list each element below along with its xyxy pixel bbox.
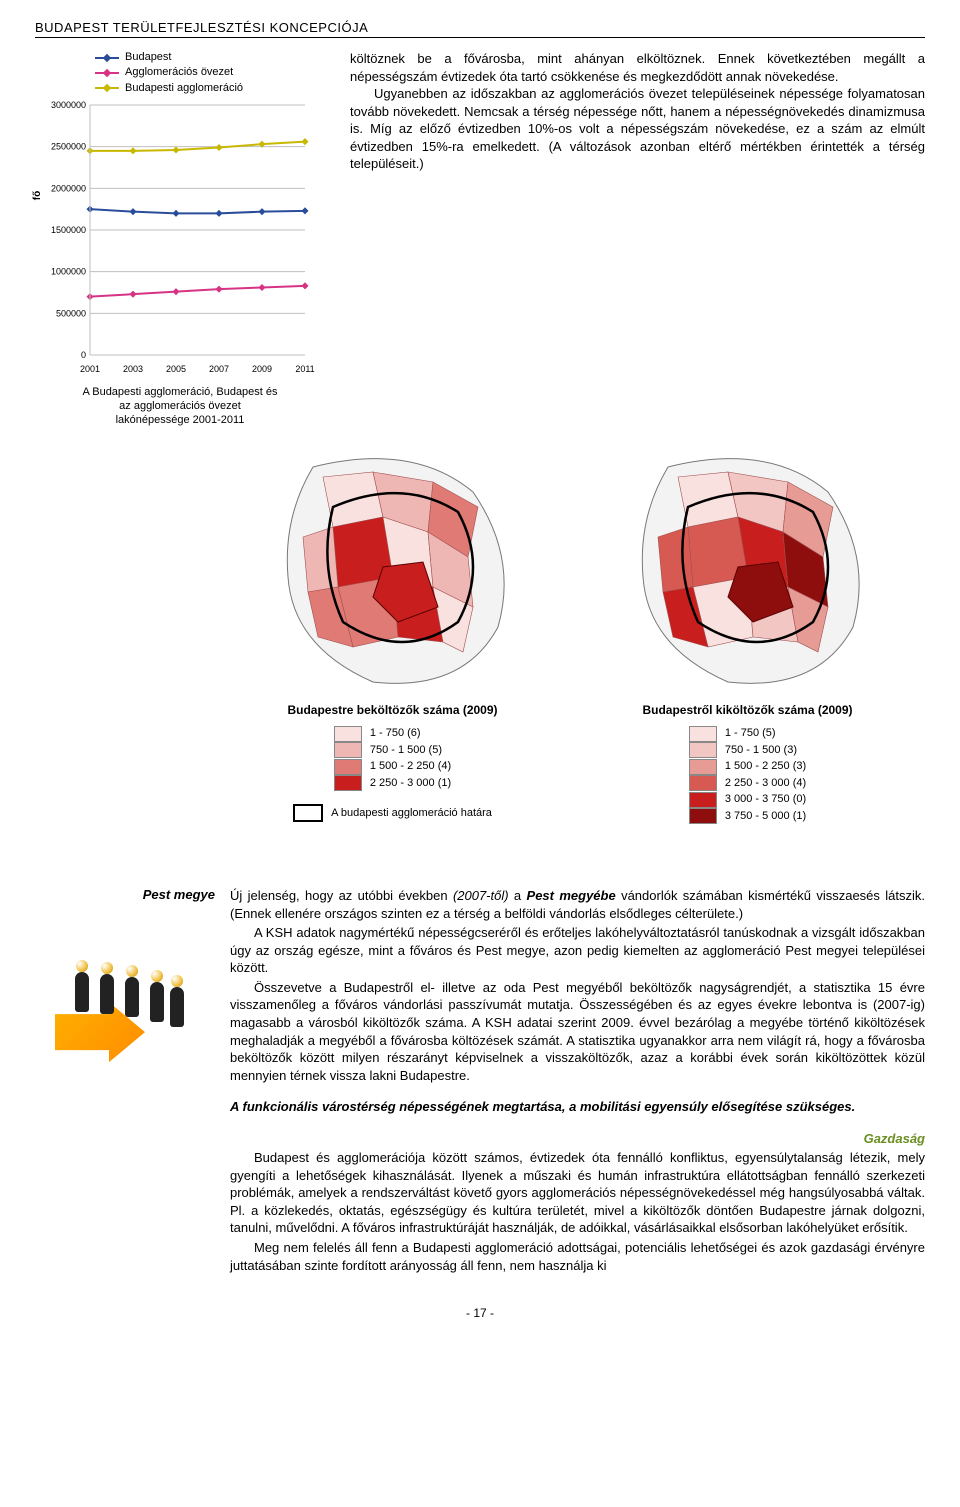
- map-left-title: Budapestre beköltözők száma (2009): [228, 703, 558, 717]
- map-legend-row: 1 - 750 (5): [689, 725, 806, 742]
- svg-text:2000000: 2000000: [51, 184, 86, 194]
- svg-text:2003: 2003: [123, 364, 143, 374]
- body-text: Új jelenség, hogy az utóbbi években (200…: [230, 887, 925, 1276]
- svg-text:0: 0: [81, 350, 86, 360]
- chart-caption: A Budapesti agglomeráció, Budapest és az…: [35, 386, 325, 427]
- section-head-gazdasag: Gazdaság: [230, 1130, 925, 1148]
- population-chart: Budapest Agglomerációs övezet Budapesti …: [35, 50, 325, 427]
- svg-text:2009: 2009: [252, 364, 272, 374]
- svg-text:2500000: 2500000: [51, 142, 86, 152]
- svg-text:1000000: 1000000: [51, 267, 86, 277]
- map-legend-row: 1 500 - 2 250 (3): [689, 758, 806, 775]
- page-number: - 17 -: [35, 1306, 925, 1320]
- map-right-title: Budapestről kiköltözők száma (2009): [583, 703, 913, 717]
- maps-row: Budapestre beköltözők száma (2009) 1 - 7…: [215, 437, 925, 827]
- map-legend-row: 3 000 - 3 750 (0): [689, 791, 806, 808]
- decorative-arrow-figure-icon: [55, 942, 195, 1072]
- map-legend-row: 2 250 - 3 000 (1): [334, 775, 451, 792]
- svg-text:1500000: 1500000: [51, 225, 86, 235]
- map-legend-row: 750 - 1 500 (3): [689, 742, 806, 759]
- map-legend-row: 2 250 - 3 000 (4): [689, 775, 806, 792]
- map-legend-row: 3 750 - 5 000 (1): [689, 808, 806, 825]
- map-left: Budapestre beköltözők száma (2009) 1 - 7…: [228, 437, 558, 827]
- legend-label: Budapest: [125, 50, 171, 65]
- chart-svg: 0 500000 1000000 1500000 2000000 2500000 30000…: [35, 100, 315, 380]
- svg-text:2007: 2007: [209, 364, 229, 374]
- intro-text: költöznek be a fővárosba, mint ahányan e…: [325, 50, 925, 427]
- svg-text:2011: 2011: [295, 364, 314, 374]
- margin-label-pestmegye: Pest megye: [35, 887, 215, 902]
- svg-text:3000000: 3000000: [51, 100, 86, 110]
- svg-text:500000: 500000: [56, 309, 86, 319]
- map-legend-row: 750 - 1 500 (5): [334, 742, 451, 759]
- map-legend-row: 1 500 - 2 250 (4): [334, 758, 451, 775]
- chart-legend: Budapest Agglomerációs övezet Budapesti …: [95, 50, 325, 96]
- svg-text:2005: 2005: [166, 364, 186, 374]
- legend-label: Budapesti agglomeráció: [125, 81, 243, 96]
- y-axis-label: fő: [32, 191, 43, 200]
- map-right: Budapestről kiköltözők száma (2009) 1 - …: [583, 437, 913, 827]
- page-header: BUDAPEST TERÜLETFEJLESZTÉSI KONCEPCIÓJA: [35, 20, 925, 38]
- agglom-border-label: A budapesti agglomeráció határa: [228, 804, 558, 822]
- legend-label: Agglomerációs övezet: [125, 65, 233, 80]
- map-legend-row: 1 - 750 (6): [334, 725, 451, 742]
- svg-text:2001: 2001: [80, 364, 100, 374]
